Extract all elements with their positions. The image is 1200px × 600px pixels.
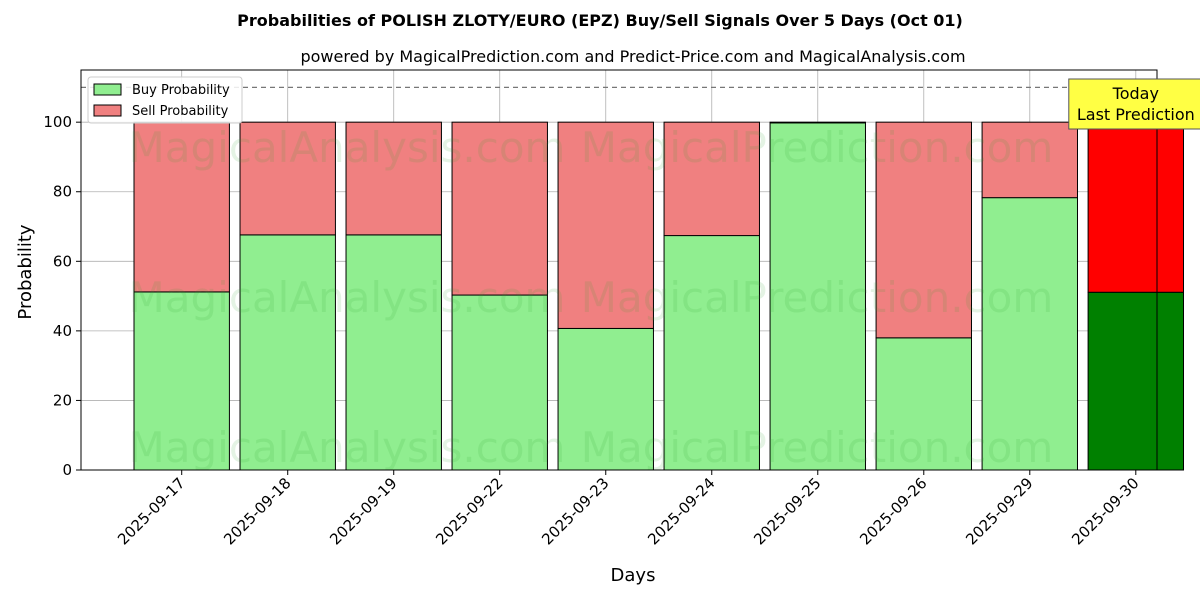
legend-swatch [93,104,122,117]
annotation-box [1068,78,1200,130]
buy-bar [981,197,1078,471]
x-tick-label: 2025-09-18 [220,474,294,548]
watermark-text: MagicalAnalysis.com [129,123,566,172]
sell-bar [239,121,336,236]
watermark-text: MagicalAnalysis.com [129,423,566,472]
x-tick-label: 2025-09-30 [1068,474,1142,548]
legend: Buy Probability Sell Probability [87,76,243,124]
legend-swatch [93,83,122,96]
chart-title: Probabilities of POLISH ZLOTY/EURO (EPZ)… [237,11,963,30]
annotation-text: Last Prediction [1077,105,1195,124]
x-tick-label: 2025-09-22 [432,474,506,548]
y-tick-label: 20 [53,391,72,409]
x-tick-label: 2025-09-25 [750,474,824,548]
watermark-layer: MagicalAnalysis.com MagicalPrediction.com… [129,123,1054,472]
watermark-text: MagicalPrediction.com [581,273,1054,322]
buy-bar [451,294,548,471]
legend-box [87,76,243,124]
bars-layer [133,121,1185,471]
y-tick-label: 100 [43,113,72,131]
y-axis-label: Probability [15,224,36,319]
annotation-text: Today [1112,84,1159,103]
sell-bar [345,121,442,236]
y-tick-label: 40 [53,322,72,340]
sell-bar [133,121,230,293]
x-tick-label: 2025-09-24 [644,474,718,548]
sell-bar [981,121,1078,199]
x-axis-label: Days [611,565,656,586]
buy-bar [133,291,230,471]
x-tick-label: 2025-09-26 [856,474,930,548]
buy-bar [769,122,866,471]
watermark-text: MagicalPrediction.com [581,123,1054,172]
chart-subtitle: powered by MagicalPrediction.com and Pre… [300,47,965,66]
sell-bar [769,121,866,124]
sell-bar [875,121,972,339]
x-tick-label: 2025-09-29 [962,474,1036,548]
buy-bar [1087,291,1185,471]
y-tick-label: 80 [53,183,72,201]
sell-bar [557,121,654,329]
buy-bar [345,234,442,471]
y-tick-label: 60 [53,252,72,270]
today-annotation: Today Last Prediction [1068,78,1200,130]
legend-label: Buy Probability [132,83,230,98]
watermark-text: MagicalPrediction.com [581,423,1054,472]
watermark-text: MagicalAnalysis.com [129,273,566,322]
buy-bar [663,235,760,471]
y-tick-label: 0 [62,461,72,479]
x-tick-label: 2025-09-19 [326,474,400,548]
legend-label: Sell Probability [132,104,229,119]
x-tick-label: 2025-09-23 [538,474,612,548]
buy-bar [557,327,654,471]
sell-bar [451,121,548,296]
x-tick-label: 2025-09-17 [114,474,188,548]
sell-bar [663,121,760,237]
buy-bar [875,337,972,471]
plot-frame [80,69,1158,471]
sell-bar [1087,121,1185,293]
